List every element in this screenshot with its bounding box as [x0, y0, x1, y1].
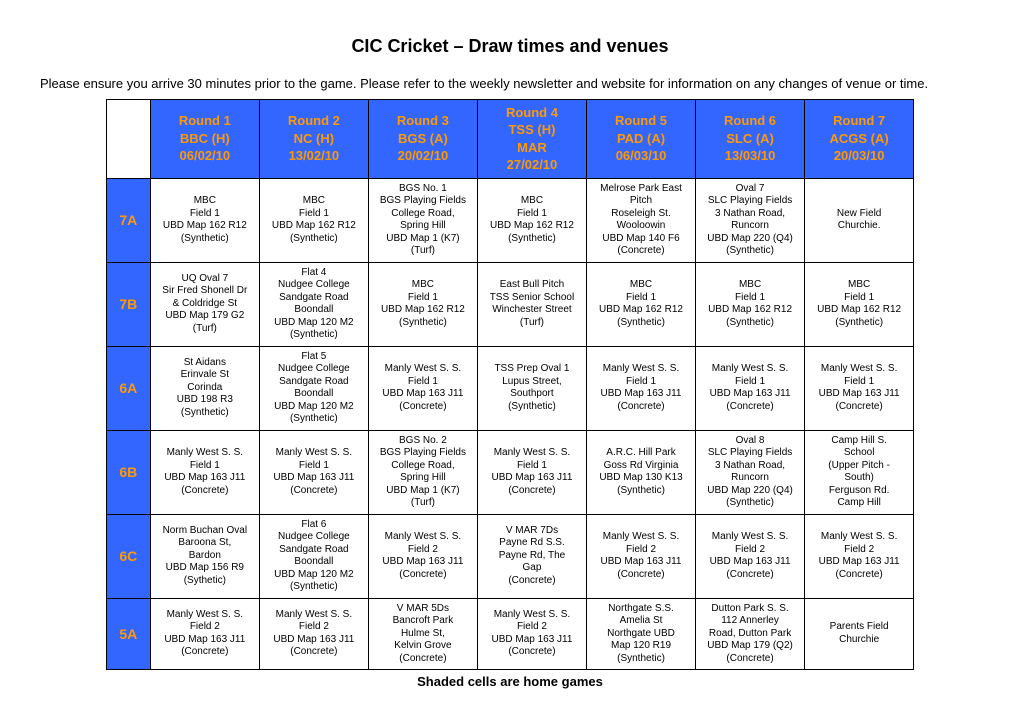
venue-cell: Melrose Park EastPitchRoseleigh St.Woolo… [586, 178, 695, 262]
corner-cell [106, 99, 150, 178]
table-body: 7AMBCField 1UBD Map 162 R12(Synthetic)MB… [106, 178, 913, 670]
venue-cell: UQ Oval 7Sir Fred Shonell Dr& Coldridge … [150, 262, 259, 346]
venue-cell: Manly West S. S.Field 2UBD Map 163 J11(C… [368, 514, 477, 598]
venue-cell: V MAR 7DsPayne Rd S.S.Payne Rd, TheGap(C… [477, 514, 586, 598]
grade-cell: 7A [106, 178, 150, 262]
grade-cell: 6C [106, 514, 150, 598]
table-row: 6BManly West S. S.Field 1UBD Map 163 J11… [106, 430, 913, 514]
venue-cell: Manly West S. S.Field 1UBD Map 163 J11(C… [368, 346, 477, 430]
venue-cell: Manly West S. S.Field 2UBD Map 163 J11(C… [477, 598, 586, 670]
venue-cell: Manly West S. S.Field 1UBD Map 163 J11(C… [259, 430, 368, 514]
footnote: Shaded cells are home games [40, 674, 980, 689]
venue-cell: Manly West S. S.Field 1UBD Map 163 J11(C… [696, 346, 805, 430]
venue-cell: East Bull PitchTSS Senior SchoolWinchest… [477, 262, 586, 346]
header-row: Round 1BBC (H)06/02/10Round 2NC (H)13/02… [106, 99, 913, 178]
venue-cell: BGS No. 2BGS Playing FieldsCollege Road,… [368, 430, 477, 514]
venue-cell: Manly West S. S.Field 2UBD Map 163 J11(C… [586, 514, 695, 598]
venue-cell: MBCField 1UBD Map 162 R12(Synthetic) [368, 262, 477, 346]
venue-cell: Oval 7SLC Playing Fields3 Nathan Road,Ru… [696, 178, 805, 262]
venue-cell: BGS No. 1BGS Playing FieldsCollege Road,… [368, 178, 477, 262]
venue-cell: MBCField 1UBD Map 162 R12(Synthetic) [259, 178, 368, 262]
round-header: Round 5PAD (A)06/03/10 [586, 99, 695, 178]
venue-cell: MBCField 1UBD Map 162 R12(Synthetic) [477, 178, 586, 262]
venue-cell: St AidansErinvale StCorindaUBD 198 R3(Sy… [150, 346, 259, 430]
venue-cell: TSS Prep Oval 1Lupus Street,Southport(Sy… [477, 346, 586, 430]
venue-cell: MBCField 1UBD Map 162 R12(Synthetic) [586, 262, 695, 346]
venue-cell: Norm Buchan OvalBaroona St,BardonUBD Map… [150, 514, 259, 598]
round-header: Round 6SLC (A)13/03/10 [696, 99, 805, 178]
round-header: Round 4TSS (H)MAR27/02/10 [477, 99, 586, 178]
grade-cell: 7B [106, 262, 150, 346]
venue-cell: Manly West S. S.Field 2UBD Map 163 J11(C… [150, 598, 259, 670]
venue-cell: Camp Hill S.School(Upper Pitch -South)Fe… [805, 430, 914, 514]
venue-cell: Flat 6Nudgee CollegeSandgate RoadBoondal… [259, 514, 368, 598]
table-row: 6CNorm Buchan OvalBaroona St,BardonUBD M… [106, 514, 913, 598]
venue-cell: Flat 4Nudgee CollegeSandgate RoadBoondal… [259, 262, 368, 346]
venue-cell: A.R.C. Hill ParkGoss Rd VirginiaUBD Map … [586, 430, 695, 514]
venue-cell: Manly West S. S.Field 1UBD Map 163 J11(C… [150, 430, 259, 514]
grade-cell: 6A [106, 346, 150, 430]
round-header: Round 2NC (H)13/02/10 [259, 99, 368, 178]
venue-cell: Oval 8SLC Playing Fields3 Nathan Road,Ru… [696, 430, 805, 514]
round-header: Round 7ACGS (A)20/03/10 [805, 99, 914, 178]
grade-cell: 5A [106, 598, 150, 670]
venue-cell: MBCField 1UBD Map 162 R12(Synthetic) [150, 178, 259, 262]
venue-cell: Northgate S.S.Amelia StNorthgate UBDMap … [586, 598, 695, 670]
table-row: 7AMBCField 1UBD Map 162 R12(Synthetic)MB… [106, 178, 913, 262]
round-header: Round 1BBC (H)06/02/10 [150, 99, 259, 178]
table-row: 6ASt AidansErinvale StCorindaUBD 198 R3(… [106, 346, 913, 430]
venue-cell: MBCField 1UBD Map 162 R12(Synthetic) [696, 262, 805, 346]
table-row: 5AManly West S. S.Field 2UBD Map 163 J11… [106, 598, 913, 670]
round-header: Round 3BGS (A)20/02/10 [368, 99, 477, 178]
venue-cell: V MAR 5DsBancroft ParkHulme St,Kelvin Gr… [368, 598, 477, 670]
venue-cell: Manly West S. S.Field 1UBD Map 163 J11(C… [805, 346, 914, 430]
draw-table: Round 1BBC (H)06/02/10Round 2NC (H)13/02… [106, 99, 914, 671]
venue-cell: Manly West S. S.Field 1UBD Map 163 J11(C… [477, 430, 586, 514]
venue-cell: Dutton Park S. S.112 AnnerleyRoad, Dutto… [696, 598, 805, 670]
intro-text: Please ensure you arrive 30 minutes prio… [40, 75, 980, 93]
page-title: CIC Cricket – Draw times and venues [40, 36, 980, 57]
venue-cell: Manly West S. S.Field 1UBD Map 163 J11(C… [586, 346, 695, 430]
venue-cell: MBCField 1UBD Map 162 R12(Synthetic) [805, 262, 914, 346]
venue-cell: Manly West S. S.Field 2UBD Map 163 J11(C… [696, 514, 805, 598]
venue-cell: Manly West S. S.Field 2UBD Map 163 J11(C… [259, 598, 368, 670]
venue-cell: New FieldChurchie. [805, 178, 914, 262]
venue-cell: Manly West S. S.Field 2UBD Map 163 J11(C… [805, 514, 914, 598]
venue-cell: Parents FieldChurchie [805, 598, 914, 670]
venue-cell: Flat 5Nudgee CollegeSandgate RoadBoondal… [259, 346, 368, 430]
grade-cell: 6B [106, 430, 150, 514]
table-row: 7BUQ Oval 7Sir Fred Shonell Dr& Coldridg… [106, 262, 913, 346]
